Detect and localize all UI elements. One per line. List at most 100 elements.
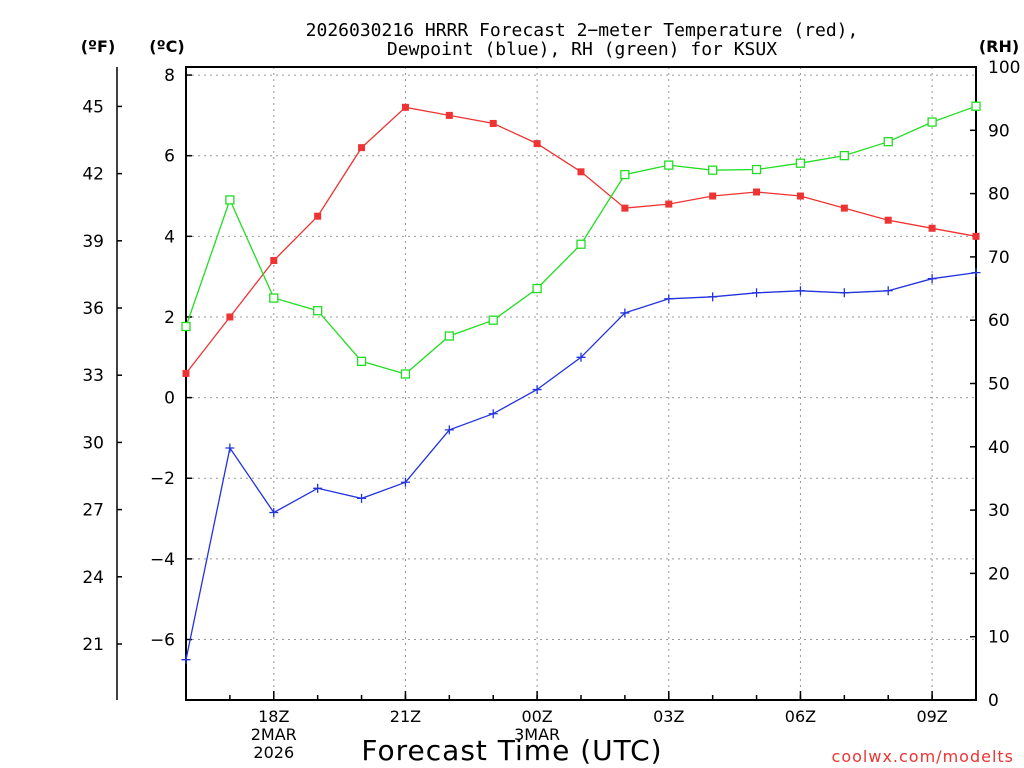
time-tick-label: 2MAR [251, 725, 297, 744]
dewpoint-point [269, 508, 279, 518]
rh-tick-label: 20 [988, 564, 1010, 584]
rh-tick-label: 10 [988, 628, 1010, 648]
rh-point [620, 169, 630, 180]
rh-point [313, 306, 323, 316]
rh-tick-label: 70 [988, 248, 1010, 268]
celsius-tick-label: 0 [164, 389, 175, 409]
celsius-ticks: −6 −4 −2 0 2 4 6 8 [150, 66, 192, 651]
temperature-point [358, 144, 366, 152]
celsius-axis-label: (ºC) [149, 37, 184, 56]
dewpoint-point [795, 286, 805, 296]
rh-point [883, 137, 893, 147]
fahrenheit-tick-label: 30 [82, 433, 104, 453]
rh-tick-label: 40 [988, 438, 1010, 458]
rh-point [839, 150, 849, 161]
fahrenheit-tick-label: 39 [82, 232, 104, 252]
time-tick-label: 06Z [785, 707, 816, 726]
fahrenheit-axis-label: (ºF) [81, 37, 116, 56]
time-tick-label: 09Z [916, 707, 947, 726]
rh-tick-label: 30 [988, 501, 1010, 521]
celsius-tick-label: 6 [164, 147, 175, 167]
temperature-point [182, 369, 190, 377]
time-tick-label: 03Z [653, 707, 684, 726]
rh-tick-label: 100 [988, 58, 1020, 78]
rh-tick-label: 90 [988, 121, 1010, 141]
rh-tick-label: 60 [988, 311, 1010, 331]
temperature-point [884, 216, 892, 224]
dewpoint-point [488, 409, 498, 419]
time-tick-label: 2026 [253, 743, 294, 762]
temperature-point [621, 204, 629, 212]
rh-tick-label: 50 [988, 375, 1010, 395]
rh-point [664, 160, 674, 170]
time-tick-label: 18Z [258, 707, 289, 726]
dewpoint-point [664, 294, 674, 304]
temperature-point [489, 119, 497, 127]
time-tick-label: 21Z [390, 707, 421, 726]
dewpoint-point [400, 477, 410, 487]
rh-point [751, 164, 762, 175]
dewpoint-point [708, 292, 718, 302]
rh-point [181, 321, 191, 332]
fahrenheit-ticks: 21 24 27 30 33 36 39 42 45 [82, 97, 122, 655]
rh-point [532, 283, 542, 294]
dewpoint-point [225, 443, 235, 453]
credit-label: coolwx.com/modelts [832, 747, 1014, 766]
dewpoint-point [444, 425, 454, 435]
temperature-point [840, 204, 848, 212]
fahrenheit-tick-label: 45 [82, 97, 104, 117]
temperature-point [928, 224, 936, 232]
temperature-point [226, 313, 234, 321]
temperature-point [401, 103, 409, 111]
fahrenheit-tick-label: 21 [82, 635, 104, 655]
fahrenheit-tick-label: 27 [82, 501, 104, 521]
temperature-point [753, 188, 761, 196]
dewpoint-point [927, 274, 937, 284]
temperature-point [796, 192, 804, 200]
time-tick-label: 00Z [521, 707, 552, 726]
dewpoint-point [181, 655, 191, 665]
celsius-tick-label: −4 [150, 550, 175, 570]
series-layer [181, 101, 981, 665]
dewpoint-point [971, 268, 981, 278]
grid-lines [186, 67, 976, 700]
temperature-point [314, 212, 322, 220]
fahrenheit-tick-label: 33 [82, 366, 104, 386]
rh-point [971, 101, 981, 111]
rh-point [795, 158, 806, 168]
celsius-tick-label: 4 [164, 227, 175, 247]
temperature-point [533, 140, 541, 148]
dewpoint-line [185, 271, 977, 660]
temperature-point [577, 168, 585, 176]
celsius-tick-label: −6 [150, 631, 175, 651]
rh-point [225, 195, 235, 205]
dewpoint-point [839, 288, 849, 298]
time-tick-label: 3MAR [514, 725, 560, 744]
celsius-tick-label: −2 [150, 469, 175, 489]
temperature-point [709, 192, 717, 200]
chart-title-line-2: Dewpoint (blue), RH (green) for KSUX [387, 39, 777, 60]
temperature-point [972, 232, 980, 240]
dewpoint-point [883, 286, 893, 296]
dewpoint-point [752, 288, 762, 298]
celsius-tick-label: 8 [164, 66, 175, 86]
temperature-point [270, 257, 278, 265]
rh-tick-label: 0 [988, 691, 999, 711]
temperature-point [665, 200, 673, 208]
rh-tick-label: 80 [988, 185, 1010, 205]
dewpoint-point [532, 385, 542, 395]
rh-point [576, 239, 586, 249]
celsius-tick-label: 2 [164, 308, 175, 328]
rh-point [444, 331, 454, 341]
temperature-point [445, 111, 453, 119]
rh-point [356, 356, 367, 366]
dewpoint-point [357, 493, 367, 503]
plot-frame [185, 66, 977, 701]
fahrenheit-tick-label: 42 [82, 165, 104, 185]
rh-point [708, 165, 718, 175]
rh-ticks: 0 10 20 30 40 50 60 70 80 90 100 [970, 58, 1020, 711]
rh-axis-label: (RH) [979, 37, 1019, 56]
x-axis-title: Forecast Time (UTC) [361, 734, 662, 767]
